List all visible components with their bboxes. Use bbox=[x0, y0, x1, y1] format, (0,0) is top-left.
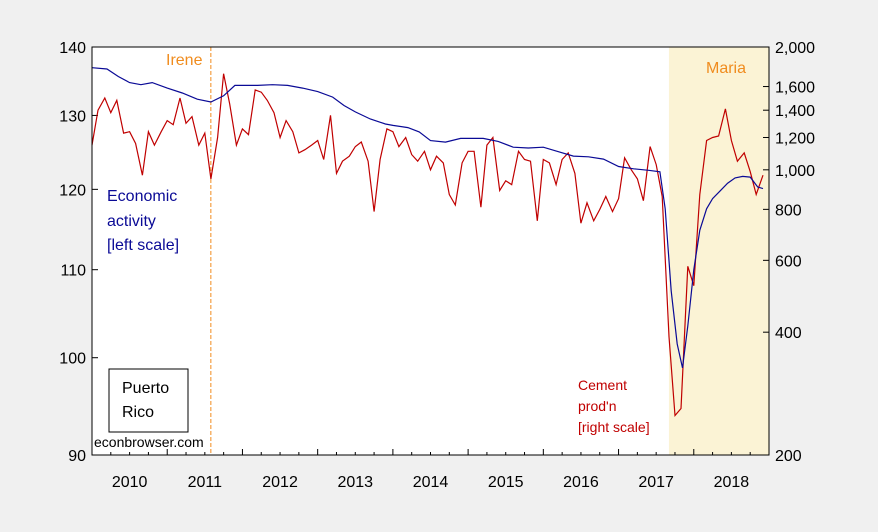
right-tick-label: 1,400 bbox=[775, 103, 815, 120]
right-tick-label: 800 bbox=[775, 202, 802, 219]
x-tick-label: 2011 bbox=[188, 474, 223, 491]
left-tick-label: 120 bbox=[59, 182, 86, 199]
svg-text:[left scale]: [left scale] bbox=[107, 237, 179, 254]
svg-text:Cement: Cement bbox=[578, 377, 627, 393]
svg-text:Economic: Economic bbox=[107, 188, 177, 205]
plot-background bbox=[92, 47, 769, 455]
region-label-line-2: Rico bbox=[122, 404, 154, 421]
x-tick-label: 2015 bbox=[488, 474, 524, 491]
region-label-line-1: Puerto bbox=[122, 380, 169, 397]
left-tick-label: 90 bbox=[68, 448, 86, 465]
series-line-economic-activity bbox=[91, 67, 764, 369]
cement-legend: Cement prod'n [right scale] bbox=[578, 377, 650, 435]
x-tick-label: 2014 bbox=[413, 474, 449, 491]
x-tick-label: 2017 bbox=[638, 474, 674, 491]
svg-text:[right scale]: [right scale] bbox=[578, 419, 650, 435]
right-tick-label: 2,000 bbox=[775, 40, 815, 57]
left-axis: 90 100 110 120 130 140 bbox=[59, 40, 98, 465]
x-tick-label: 2013 bbox=[337, 474, 373, 491]
region-box bbox=[108, 368, 189, 433]
x-tick-label: 2012 bbox=[262, 474, 298, 491]
maria-label: Maria bbox=[706, 60, 746, 77]
svg-text:prod'n: prod'n bbox=[578, 398, 616, 414]
svg-text:activity: activity bbox=[107, 213, 156, 230]
x-tick-label: 2018 bbox=[714, 474, 750, 491]
right-tick-label: 1,600 bbox=[775, 80, 815, 97]
plot-frame bbox=[91, 46, 770, 456]
right-tick-label: 400 bbox=[775, 325, 802, 342]
left-tick-label: 110 bbox=[60, 263, 86, 280]
x-tick-label: 2016 bbox=[563, 474, 599, 491]
economic-activity-legend: Economic activity [left scale] bbox=[107, 188, 179, 254]
right-axis: 200 400 600 800 1,000 1,200 1,400 1,600 2,000 bbox=[763, 40, 815, 465]
source-label: econbrowser.com bbox=[94, 434, 204, 450]
left-tick-label: 100 bbox=[59, 351, 86, 368]
left-tick-label: 130 bbox=[59, 108, 86, 125]
right-tick-label: 1,200 bbox=[775, 131, 815, 148]
right-tick-label: 600 bbox=[775, 253, 802, 270]
series-line-cement bbox=[91, 73, 764, 417]
left-tick-label: 140 bbox=[59, 40, 86, 57]
irene-label: Irene bbox=[166, 52, 203, 69]
x-axis: 2010 2011 2012 2013 2014 2015 2016 2017 2018 bbox=[91, 449, 770, 491]
x-tick-label: 2010 bbox=[112, 474, 148, 491]
right-tick-label: 1,000 bbox=[775, 163, 815, 180]
right-tick-label: 200 bbox=[775, 448, 802, 465]
maria-shaded-region bbox=[668, 47, 769, 455]
